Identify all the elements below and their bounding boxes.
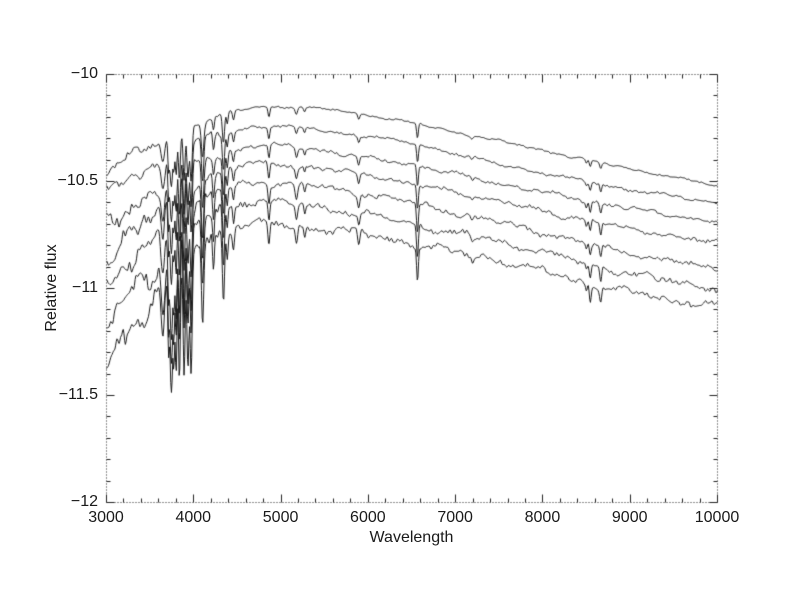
y-tick-label: −11.5: [58, 386, 98, 403]
y-tick-label: −12: [70, 493, 98, 510]
x-tick-label: 5000: [262, 509, 299, 526]
x-tick-label: 7000: [437, 509, 473, 526]
x-tick-label: 6000: [350, 509, 386, 526]
y-tick-label: −11: [72, 279, 98, 296]
x-tick-label: 4000: [175, 509, 212, 526]
x-tick-label: 8000: [524, 509, 561, 526]
y-tick-label: −10.5: [57, 172, 98, 189]
x-tick-label: 3000: [88, 509, 124, 526]
y-tick-label: −10: [70, 65, 98, 82]
x-tick-label: 10000: [694, 509, 740, 526]
x-axis-title: Wavelength: [369, 529, 454, 546]
x-tick-label: 9000: [611, 509, 648, 526]
